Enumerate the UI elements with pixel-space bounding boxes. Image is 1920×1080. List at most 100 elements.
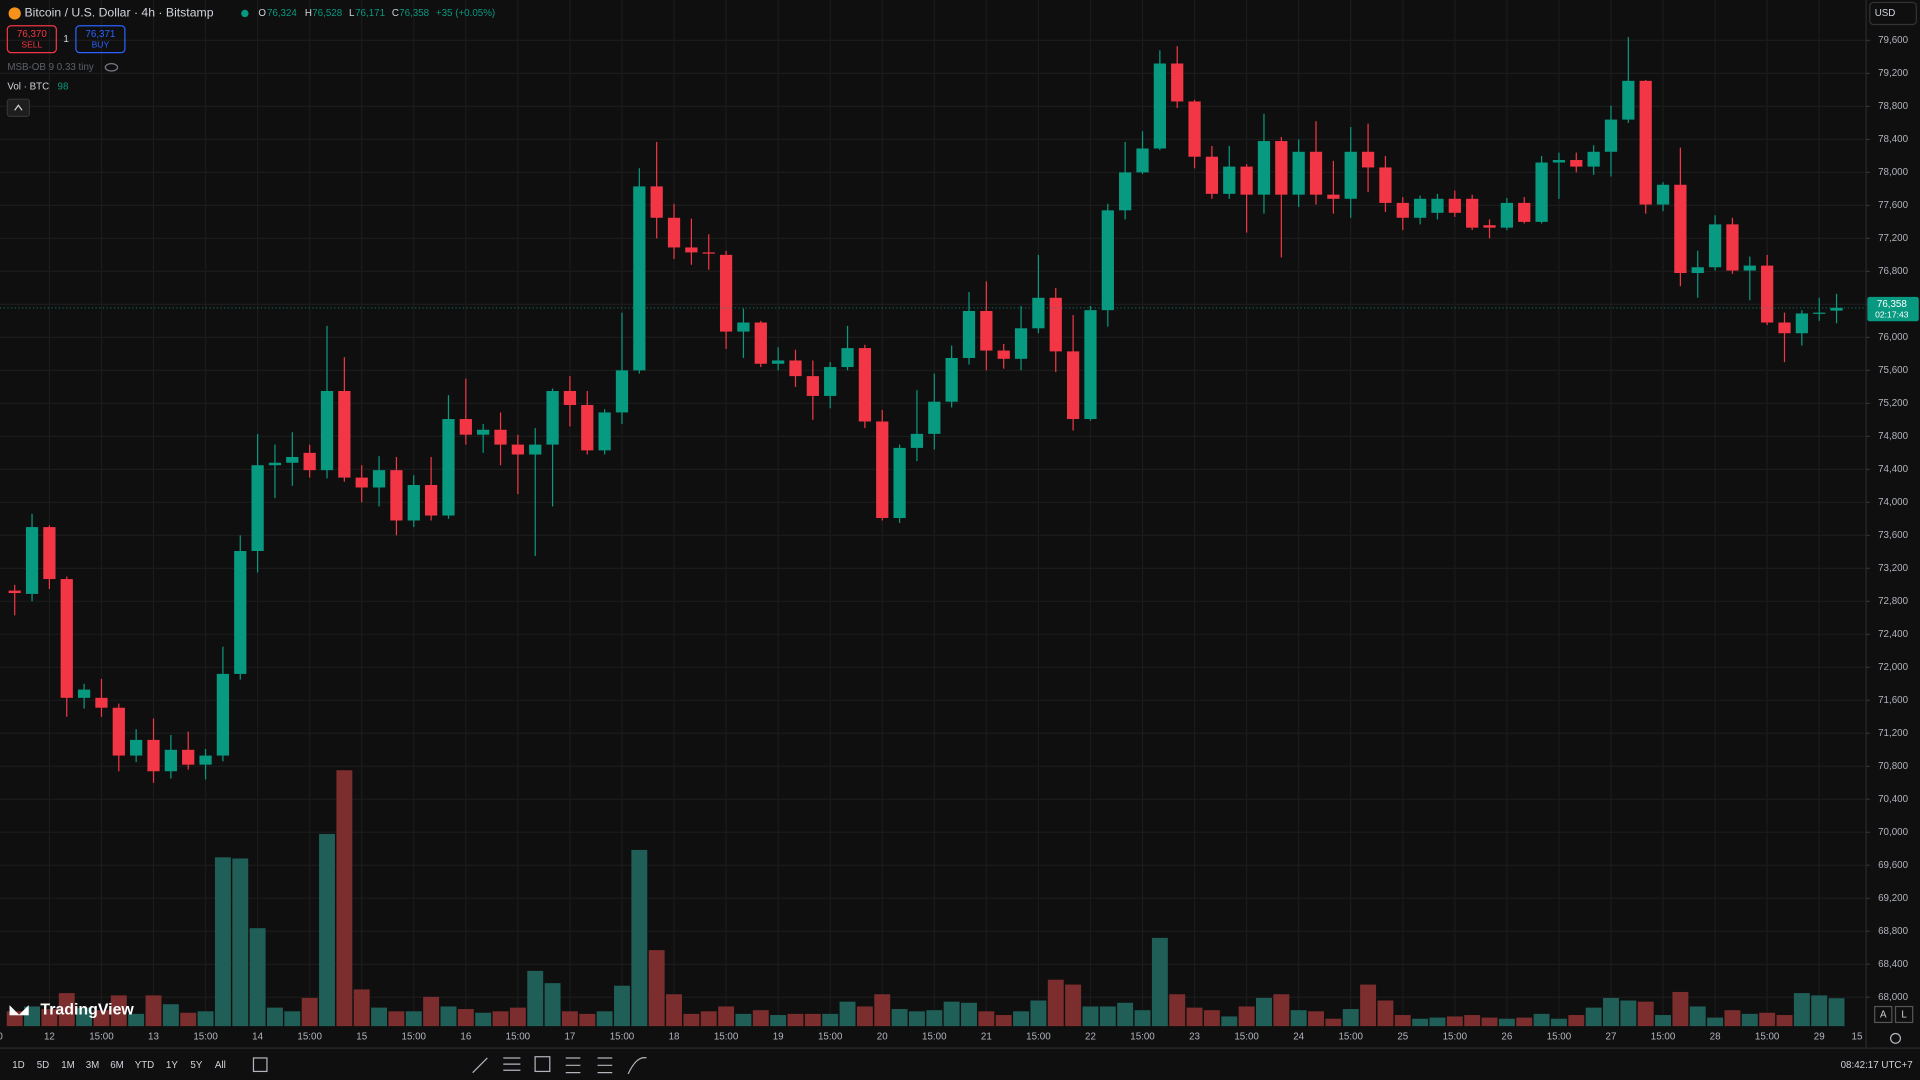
x-tick-label: 26 xyxy=(1501,1032,1512,1043)
indicator[interactable]: MSB-OB 9 0.33 tiny xyxy=(7,62,94,73)
x-tick-label: 15:00 xyxy=(1651,1032,1676,1043)
volume-bar xyxy=(1273,994,1290,1027)
x-tick-label: 15:00 xyxy=(402,1032,427,1043)
y-tick-label: 75,600 xyxy=(1878,365,1908,376)
range-button[interactable]: 1Y xyxy=(166,1060,178,1071)
candle-body xyxy=(1552,160,1566,163)
candle-body xyxy=(355,477,368,488)
currency-select[interactable] xyxy=(1869,1,1917,26)
volume-bar xyxy=(1550,1018,1567,1027)
volume-bar xyxy=(336,770,353,1027)
candle-body xyxy=(25,527,39,594)
volume-bar xyxy=(1308,1011,1324,1027)
x-tick-label: 15:00 xyxy=(818,1032,843,1043)
candle-body xyxy=(130,739,143,756)
range-button[interactable]: All xyxy=(215,1060,226,1071)
vol-value: 98 xyxy=(58,82,69,93)
volume-bar xyxy=(614,985,630,1027)
volume-bar xyxy=(961,1002,977,1027)
candle-body xyxy=(667,217,681,248)
symbol: Bitcoin / U.S. Dollar · 4h · Bitstamp xyxy=(24,6,213,20)
candle-body xyxy=(494,429,507,445)
tool-rect[interactable] xyxy=(534,1056,551,1073)
candle-body xyxy=(1761,265,1774,323)
candle-body xyxy=(390,470,403,521)
candle-body xyxy=(858,348,872,422)
tool-channel[interactable] xyxy=(503,1057,521,1071)
range-button[interactable]: 1M xyxy=(61,1060,75,1071)
volume-bar xyxy=(214,857,231,1027)
x-tick-label: 21 xyxy=(981,1032,992,1043)
range-button[interactable]: 6M xyxy=(110,1060,124,1071)
y-tick-label: 76,000 xyxy=(1878,332,1908,343)
x-tick-label: 15:00 xyxy=(1026,1032,1051,1043)
tool-gann[interactable] xyxy=(597,1057,613,1074)
volume-bar xyxy=(249,928,266,1027)
settings[interactable] xyxy=(1890,1032,1902,1044)
candle-body xyxy=(1275,141,1288,195)
volume-bar xyxy=(839,1001,856,1027)
candle-body xyxy=(1570,160,1583,167)
quantity: 1 xyxy=(63,34,68,45)
candle-body xyxy=(234,551,247,674)
volume-bar xyxy=(1828,998,1845,1027)
price-tag xyxy=(1867,296,1919,322)
currency: USD xyxy=(1875,8,1896,19)
x-tick-label: 17 xyxy=(564,1032,575,1043)
sell-button[interactable] xyxy=(6,25,57,54)
candle-body xyxy=(1604,119,1618,152)
volume-bar xyxy=(128,1013,145,1027)
x-tick-label: 15:00 xyxy=(1755,1032,1780,1043)
volume-bar xyxy=(492,1011,509,1027)
range-button[interactable]: 3M xyxy=(86,1060,100,1071)
buy-button[interactable] xyxy=(75,25,126,54)
volume-bar xyxy=(76,1007,93,1027)
tool-fib[interactable] xyxy=(565,1057,581,1074)
price-tag-price: 76,358 xyxy=(1877,299,1907,310)
range-button[interactable]: 1D xyxy=(12,1060,25,1071)
candle-body xyxy=(251,465,264,552)
candle-body xyxy=(789,360,802,377)
candle-body xyxy=(1205,156,1219,194)
calendar-button[interactable] xyxy=(252,1057,268,1073)
candle-body xyxy=(1309,151,1323,195)
candle-body xyxy=(424,485,438,516)
volume-bar xyxy=(267,1007,283,1027)
range-button[interactable]: 5D xyxy=(37,1060,50,1071)
collapse-button[interactable] xyxy=(6,98,30,117)
tool-brush[interactable] xyxy=(627,1057,647,1075)
log: L xyxy=(1901,1010,1907,1021)
volume-bar xyxy=(180,1012,197,1027)
candle-body xyxy=(1500,202,1514,228)
y-tick-label: 68,400 xyxy=(1878,959,1908,970)
x-tick-label: 13 xyxy=(148,1032,159,1043)
volume-bar xyxy=(1082,1006,1099,1027)
candle-body xyxy=(1743,265,1756,271)
price-pane xyxy=(0,37,1867,783)
range-button[interactable]: YTD xyxy=(135,1060,155,1071)
candle-body xyxy=(563,390,577,406)
auto-button[interactable] xyxy=(1874,1005,1893,1024)
volume-bar xyxy=(1533,1013,1550,1027)
y-tick-label: 72,800 xyxy=(1878,596,1908,607)
volume-bar xyxy=(405,1011,422,1027)
tool-line[interactable] xyxy=(472,1057,488,1074)
y-tick-label: 74,400 xyxy=(1878,464,1908,475)
auto: A xyxy=(1880,1010,1887,1021)
range-button[interactable]: 5Y xyxy=(190,1060,202,1071)
log-button[interactable] xyxy=(1894,1005,1914,1024)
volume-bar xyxy=(1134,1010,1151,1027)
candle-body xyxy=(1292,151,1305,195)
candle-body xyxy=(1049,297,1062,352)
candle-body xyxy=(824,367,837,396)
volume-bar xyxy=(1516,1017,1533,1027)
candle-body xyxy=(1344,151,1357,199)
hide-icon[interactable] xyxy=(104,63,119,72)
candle-body xyxy=(1518,202,1531,222)
x-tick-label: 15 xyxy=(1852,1032,1863,1043)
volume-bar xyxy=(1169,994,1186,1027)
candle-body xyxy=(1414,198,1427,218)
volume-bar xyxy=(1290,1010,1307,1027)
candle-body xyxy=(303,452,316,471)
candle-body xyxy=(702,252,715,254)
